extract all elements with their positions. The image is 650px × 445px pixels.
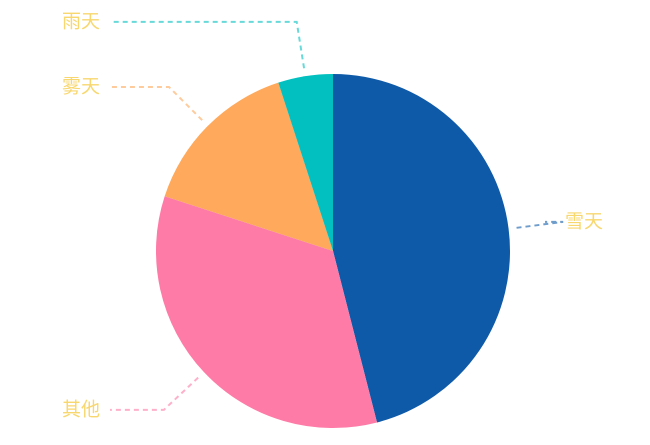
pie-slice [278,74,333,251]
slice-label: 雨天 [62,10,100,32]
leader-line [110,376,199,411]
leader-line [110,20,306,69]
pie-slice [333,74,510,423]
leader-line [110,85,203,121]
slice-label: 雾天 [62,75,100,97]
slice-label: 其他 [62,398,100,420]
pie-slice [155,196,378,428]
leader-line [516,220,564,229]
pie-slice [164,82,333,251]
slice-label: 雪天 [565,210,603,232]
